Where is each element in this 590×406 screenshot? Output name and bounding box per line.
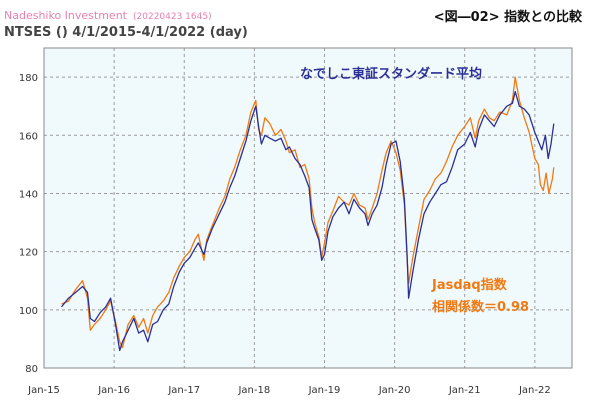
y-axis-ticks: 80 100 120 140 160 180 — [19, 73, 38, 375]
figure-title: <図―02> 指数との比較 — [433, 10, 582, 25]
plot-area — [44, 48, 572, 368]
x-tick-label: Jan-21 — [448, 385, 481, 396]
series-line-jasdaq — [61, 76, 555, 349]
annotation-jasdaq: Jasdaq指数 — [431, 277, 508, 293]
x-axis-ticks: Jan-15 Jan-16 Jan-17 Jan-18 Jan-19 Jan-20 Jan-… — [27, 385, 551, 396]
x-tick-label: Jan-20 — [378, 385, 411, 396]
x-tick-label: Jan-19 — [308, 385, 341, 396]
annotation-standard: なでしこ東証スタンダード平均 — [300, 66, 482, 82]
y-tick-label: 100 — [19, 306, 38, 317]
x-tick-label: Jan-16 — [97, 385, 130, 396]
brand-label: Nadeshiko Investment (20220423 1645) — [4, 9, 212, 22]
y-tick-label: 180 — [19, 73, 38, 84]
series-layer — [60, 76, 555, 352]
brand-name: Nadeshiko Investment — [4, 9, 127, 22]
plot-border — [43, 47, 573, 369]
x-tick-label: Jan-17 — [167, 385, 200, 396]
chart-subtitle: NTSES () 4/1/2015-4/1/2022 (day) — [4, 25, 248, 40]
y-tick-label: 160 — [19, 131, 38, 142]
y-tick-label: 80 — [25, 364, 38, 375]
annotation-correlation: 相関係数＝0.98 — [432, 299, 529, 315]
series-line-standard — [60, 90, 555, 352]
x-tick-label: Jan-18 — [237, 385, 270, 396]
y-tick-label: 120 — [19, 248, 38, 259]
y-tick-label: 140 — [19, 189, 38, 200]
x-tick-label: Jan-22 — [518, 385, 551, 396]
timestamp: (20220423 1645) — [133, 12, 212, 22]
x-tick-label: Jan-15 — [27, 385, 60, 396]
